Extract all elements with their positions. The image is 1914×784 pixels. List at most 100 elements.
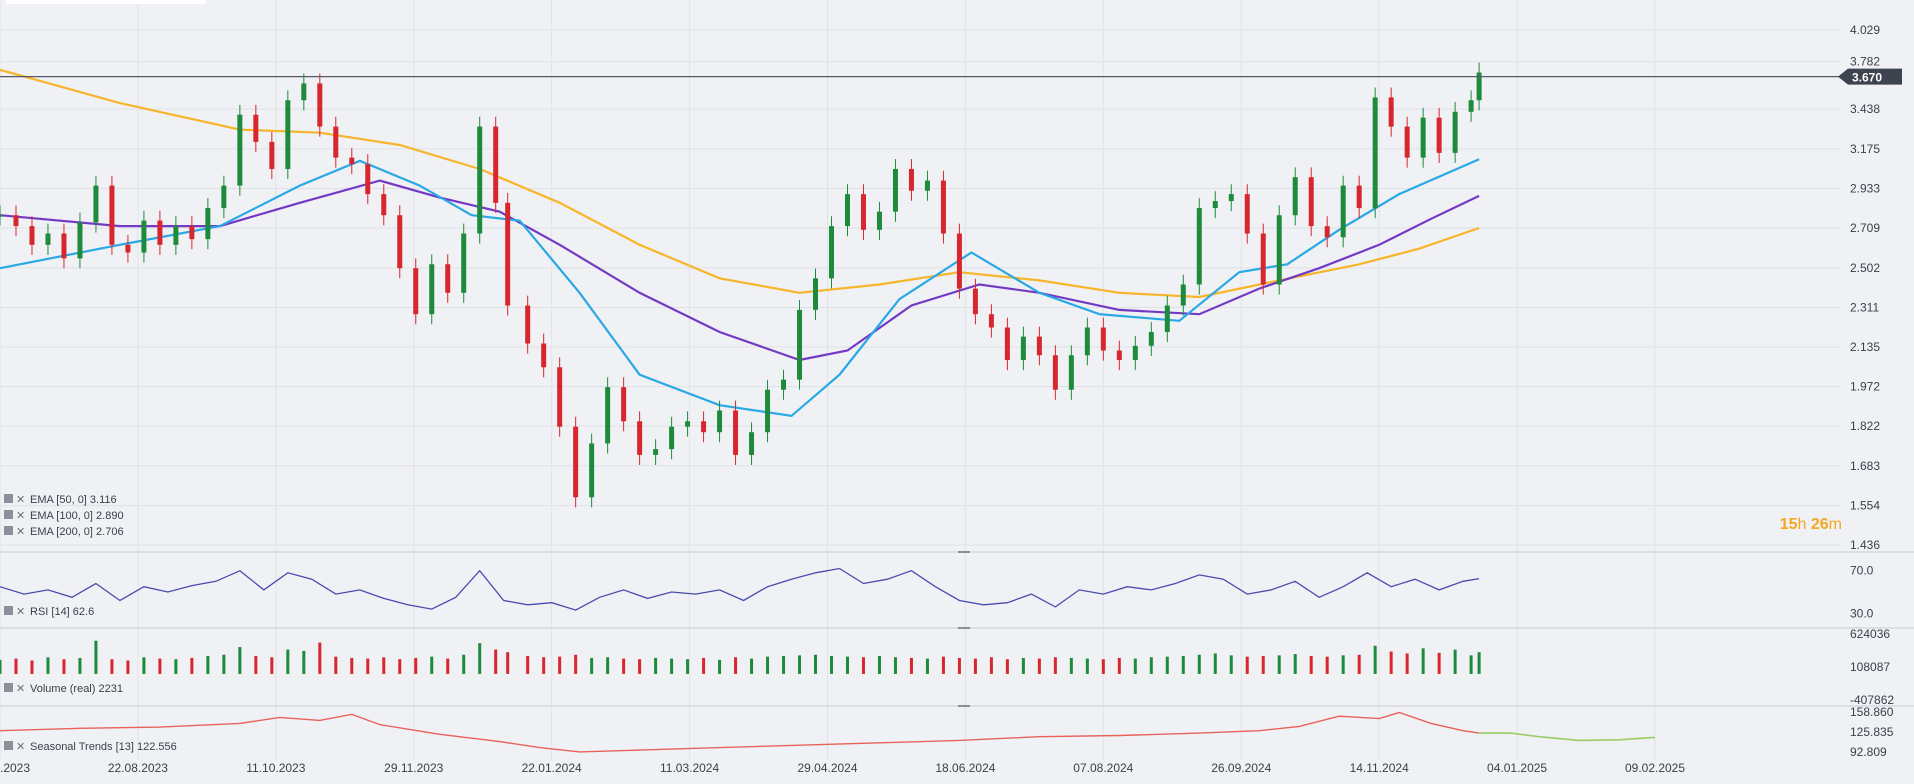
- price-tick-label: 1.436: [1850, 538, 1880, 552]
- candle-body: [61, 233, 67, 259]
- candle-body: [621, 387, 627, 422]
- price-tick-label: 3.175: [1850, 142, 1880, 156]
- candle-body: [1340, 185, 1346, 238]
- candle-body: [1164, 305, 1170, 333]
- volume-bar: [558, 656, 562, 674]
- volume-bar: [622, 658, 626, 674]
- time-axis-label: 22.08.2023: [108, 761, 168, 775]
- rsi-line: [0, 567, 1480, 611]
- volume-bar: [702, 657, 706, 674]
- candle-body: [988, 314, 994, 328]
- legend-close-icon: ✕: [16, 606, 25, 618]
- candle-body: [1004, 327, 1010, 361]
- volume-bar: [1037, 658, 1041, 674]
- candle-body: [1036, 336, 1042, 356]
- volume-bar: [1133, 658, 1137, 674]
- candle-body: [109, 185, 115, 245]
- legend-label: EMA [100, 0] 2.890: [30, 510, 124, 522]
- candle-layer: [0, 62, 1482, 508]
- candle-body: [285, 100, 291, 169]
- legend-menu-icon: [4, 741, 13, 750]
- legend-rsi: ✕ RSI [14] 62.6: [4, 606, 94, 618]
- candle-body: [1292, 177, 1298, 216]
- volume-bar: [1277, 655, 1281, 674]
- timer-minutes: 26: [1810, 516, 1829, 533]
- candle-body: [1228, 194, 1234, 202]
- grid-layer: [0, 0, 1840, 760]
- candle-body: [333, 126, 339, 158]
- volume-bar: [142, 657, 146, 674]
- candle-body: [1244, 194, 1250, 234]
- volume-bar: [222, 654, 226, 674]
- candle-body: [1388, 97, 1394, 127]
- volume-bar: [414, 657, 418, 674]
- candle-body: [1476, 72, 1482, 101]
- last-price-label: 3.670: [1852, 71, 1882, 85]
- volume-tick-label: -407862: [1850, 693, 1894, 707]
- candle-body: [653, 449, 659, 455]
- legend-label: EMA [200, 0] 2.706: [30, 526, 124, 538]
- volume-bar: [1261, 656, 1265, 674]
- candle-body: [461, 233, 467, 293]
- seasonal-forecast-line: [1479, 732, 1656, 742]
- volume-bar: [750, 658, 754, 674]
- time-axis-label: 29.04.2024: [797, 761, 857, 775]
- candle-body: [1420, 117, 1426, 158]
- candle-body: [940, 180, 946, 234]
- volume-bar: [941, 656, 945, 674]
- candle-body: [77, 222, 83, 259]
- time-axis-label: 07.08.2024: [1073, 761, 1133, 775]
- candle-body: [876, 211, 882, 230]
- legend-ema200: ✕ EMA [200, 0] 2.706: [4, 526, 124, 538]
- candle-body: [749, 432, 755, 455]
- candle-body: [860, 194, 866, 230]
- legend-layer: ✕ EMA [50, 0] 3.116 ✕ EMA [100, 0] 2.890 ✕ EM…: [4, 494, 177, 753]
- volume-bar: [270, 657, 274, 674]
- volume-bar: [62, 659, 66, 674]
- volume-bar: [1405, 653, 1409, 674]
- volume-bar: [1117, 657, 1121, 674]
- candle-body: [189, 226, 195, 240]
- volume-bar: [462, 654, 466, 674]
- volume-bar: [877, 656, 881, 674]
- volume-bar: [78, 657, 82, 674]
- countdown-timer: 15h 26m: [1780, 516, 1842, 534]
- candle-body: [605, 387, 611, 444]
- price-tick-label: 2.311: [1850, 300, 1879, 314]
- timer-minutes-unit: m: [1828, 516, 1842, 533]
- volume-bar: [334, 656, 338, 674]
- volume-bar: [1085, 658, 1089, 674]
- volume-bar: [206, 656, 210, 674]
- volume-bar: [845, 656, 849, 674]
- legend-label: Seasonal Trends [13] 122.556: [30, 741, 177, 753]
- candle-body: [908, 168, 914, 191]
- volume-bar: [1069, 657, 1073, 674]
- volume-bar: [526, 656, 530, 674]
- volume-bar: [686, 659, 690, 674]
- time-axis-label: 09.02.2025: [1625, 761, 1685, 775]
- price-tick-label: 3.438: [1850, 102, 1880, 116]
- volume-bar: [254, 656, 258, 674]
- volume-bar: [893, 657, 897, 674]
- volume-bar: [14, 658, 18, 674]
- price-tick-label: 3.782: [1850, 55, 1880, 69]
- volume-bar: [30, 660, 34, 674]
- volume-bar: [670, 658, 674, 674]
- candle-body: [669, 426, 675, 450]
- volume-bar: [973, 658, 977, 674]
- candle-body: [541, 343, 547, 368]
- candle-body: [13, 215, 19, 227]
- time-axis-label: 11.03.2024: [660, 761, 719, 775]
- volume-bar: [542, 657, 546, 674]
- legend-menu-icon: [4, 526, 13, 535]
- candle-body: [828, 226, 834, 279]
- price-tick-label: 1.683: [1850, 459, 1880, 473]
- volume-bar: [638, 659, 642, 674]
- volume-bar: [1197, 654, 1201, 674]
- volume-bar: [158, 658, 162, 674]
- candle-body: [924, 180, 930, 191]
- volume-bar: [1181, 656, 1185, 674]
- volume-bar: [861, 657, 865, 674]
- time-axis-label: 29.11.2023: [384, 761, 443, 775]
